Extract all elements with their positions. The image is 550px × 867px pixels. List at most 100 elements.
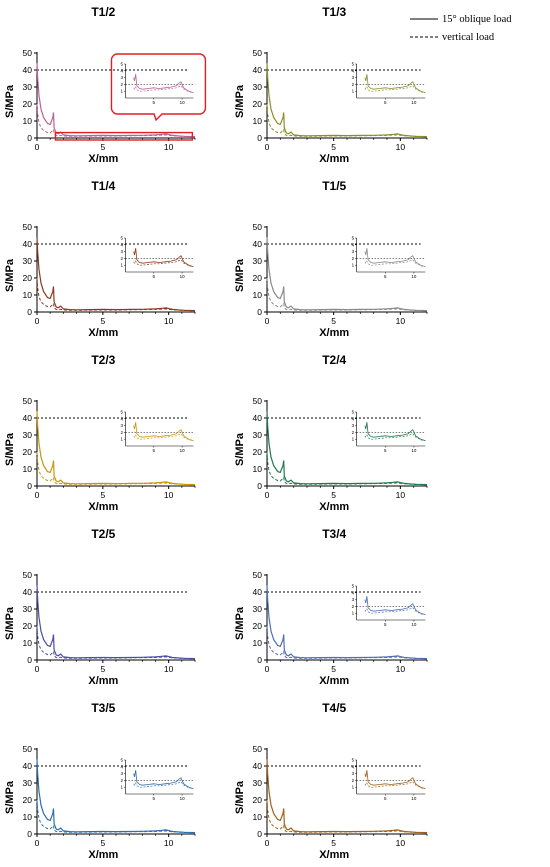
y-tick-label: 20 bbox=[23, 621, 33, 631]
y-tick-label: 10 bbox=[253, 290, 263, 300]
x-tick-label: 10 bbox=[396, 316, 406, 326]
inset-y-tick-label: 4 bbox=[120, 242, 123, 247]
y-tick-label: 0 bbox=[257, 655, 262, 665]
inset-y-tick-label: 3 bbox=[352, 423, 355, 428]
inset-y-tick-label: 3 bbox=[120, 423, 123, 428]
inset-series-oblique-load bbox=[133, 248, 194, 267]
series-oblique-load bbox=[266, 759, 428, 834]
inset-y-tick-label: 4 bbox=[120, 416, 123, 421]
y-tick-label: 20 bbox=[23, 795, 33, 805]
y-axis-label: S/MPa bbox=[234, 780, 246, 814]
inset-series-oblique-load bbox=[364, 248, 426, 267]
y-tick-label: 40 bbox=[23, 65, 33, 75]
x-axis-label: X/mm bbox=[319, 849, 349, 861]
y-tick-label: 30 bbox=[253, 778, 263, 788]
x-tick-label: 10 bbox=[164, 664, 174, 674]
y-tick-label: 0 bbox=[27, 829, 32, 839]
inset-series-vertical-load bbox=[364, 259, 426, 267]
y-tick-label: 50 bbox=[23, 744, 33, 754]
x-tick-label: 0 bbox=[265, 142, 270, 152]
x-tick-label: 0 bbox=[265, 664, 270, 674]
y-tick-label: 50 bbox=[23, 396, 33, 406]
y-tick-label: 30 bbox=[23, 778, 33, 788]
inset-y-tick-label: 2 bbox=[120, 778, 123, 783]
y-axis-label: S/MPa bbox=[4, 84, 16, 118]
inset-series-vertical-load bbox=[364, 433, 426, 441]
x-axis-label: X/mm bbox=[319, 327, 349, 339]
panel-title: T1/2 bbox=[91, 5, 115, 19]
inset-x-tick-label: 10 bbox=[411, 274, 417, 279]
inset-y-tick-label: 5 bbox=[352, 584, 355, 589]
inset-series-oblique-load bbox=[133, 770, 194, 789]
x-axis-label: X/mm bbox=[88, 675, 118, 687]
y-tick-label: 40 bbox=[253, 761, 263, 771]
y-axis-label: S/MPa bbox=[4, 432, 16, 466]
inset-x-tick-label: 10 bbox=[180, 448, 186, 453]
y-tick-label: 0 bbox=[257, 307, 262, 317]
inset-y-tick-label: 1 bbox=[120, 263, 123, 268]
inset-x-tick-label: 5 bbox=[384, 448, 387, 453]
legend-dashed-label: vertical load bbox=[442, 32, 495, 43]
x-tick-label: 5 bbox=[331, 838, 336, 848]
series-vertical-load bbox=[36, 625, 196, 660]
y-tick-label: 50 bbox=[253, 396, 263, 406]
x-tick-label: 10 bbox=[164, 316, 174, 326]
y-tick-label: 50 bbox=[23, 570, 33, 580]
inset-series-vertical-load bbox=[133, 259, 194, 267]
inset-y-tick-label: 3 bbox=[352, 249, 355, 254]
inset-y-tick-label: 5 bbox=[120, 236, 123, 241]
x-tick-label: 10 bbox=[396, 142, 406, 152]
zoom-region-box bbox=[54, 131, 194, 141]
inset-y-tick-label: 1 bbox=[352, 785, 355, 790]
y-tick-label: 20 bbox=[253, 99, 263, 109]
x-tick-label: 0 bbox=[35, 142, 40, 152]
inset-x-tick-label: 5 bbox=[153, 100, 156, 105]
series-vertical-load bbox=[36, 103, 196, 138]
inset-x-tick-label: 5 bbox=[384, 796, 387, 801]
y-axis-label: S/MPa bbox=[234, 258, 246, 292]
series-vertical-load bbox=[266, 277, 428, 312]
y-tick-label: 30 bbox=[253, 256, 263, 266]
y-tick-label: 40 bbox=[253, 587, 263, 597]
y-tick-label: 30 bbox=[23, 430, 33, 440]
x-axis-label: X/mm bbox=[319, 675, 349, 687]
y-tick-label: 10 bbox=[23, 812, 33, 822]
x-axis-label: X/mm bbox=[319, 153, 349, 165]
inset-x-tick-label: 5 bbox=[384, 274, 387, 279]
y-tick-label: 20 bbox=[23, 447, 33, 457]
inset-x-tick-label: 10 bbox=[180, 274, 186, 279]
y-tick-label: 10 bbox=[253, 812, 263, 822]
series-vertical-load bbox=[36, 277, 196, 312]
series-vertical-load bbox=[266, 799, 428, 834]
y-tick-label: 40 bbox=[23, 413, 33, 423]
y-tick-label: 20 bbox=[23, 99, 33, 109]
y-tick-label: 50 bbox=[23, 222, 33, 232]
y-tick-label: 0 bbox=[27, 307, 32, 317]
x-tick-label: 5 bbox=[100, 838, 105, 848]
y-tick-label: 0 bbox=[27, 481, 32, 491]
x-tick-label: 10 bbox=[396, 490, 406, 500]
series-vertical-load bbox=[266, 625, 428, 660]
inset-y-tick-label: 5 bbox=[120, 410, 123, 415]
y-tick-label: 30 bbox=[23, 604, 33, 614]
inset-x-tick-label: 10 bbox=[180, 100, 186, 105]
y-tick-label: 10 bbox=[253, 116, 263, 126]
series-oblique-load bbox=[36, 411, 196, 486]
x-tick-label: 5 bbox=[100, 664, 105, 674]
inset-y-tick-label: 3 bbox=[352, 75, 355, 80]
inset-y-tick-label: 4 bbox=[352, 242, 355, 247]
series-oblique-load bbox=[36, 63, 196, 138]
inset-y-tick-label: 1 bbox=[352, 437, 355, 442]
panel-title: T2/4 bbox=[322, 353, 346, 367]
y-tick-label: 30 bbox=[253, 82, 263, 92]
